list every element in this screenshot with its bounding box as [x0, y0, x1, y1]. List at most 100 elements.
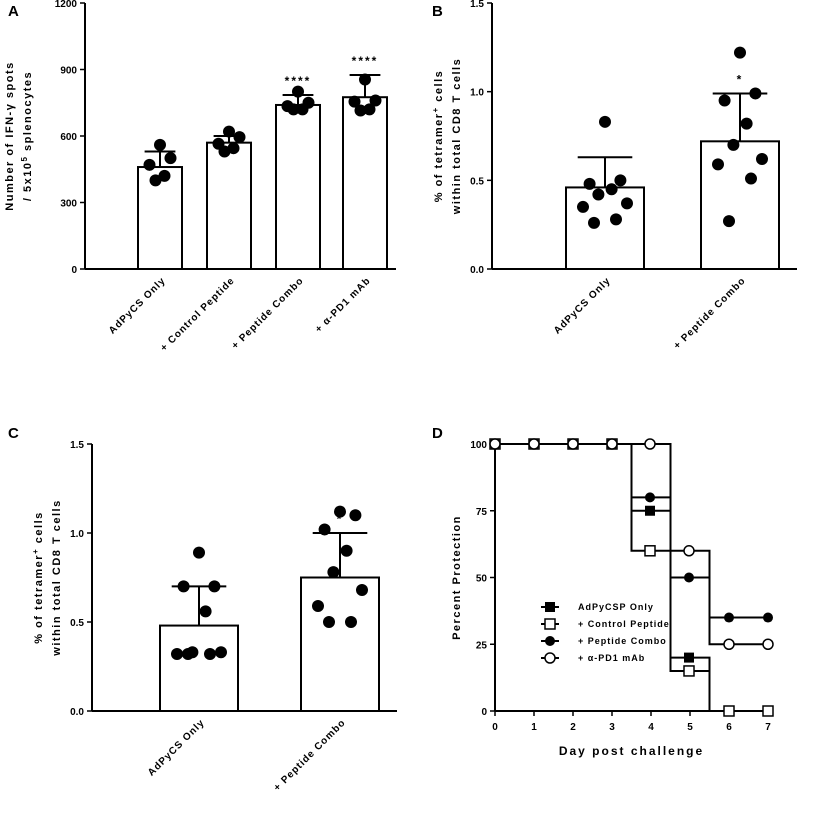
- data-point: [193, 546, 205, 559]
- y-tick-label: 1.5: [70, 440, 84, 451]
- marker-circle-filled: [724, 612, 734, 623]
- y-tick-label: 300: [60, 199, 77, 210]
- x-category-label: + Peptide Combo: [230, 275, 306, 351]
- legend-label: + α-PD1 mAb: [578, 653, 645, 663]
- x-tick-label: 3: [609, 722, 615, 733]
- data-point: [734, 46, 746, 59]
- significance-label: ****: [285, 74, 312, 88]
- y-tick-label: 100: [470, 440, 487, 451]
- marker-square-open: [683, 665, 695, 677]
- y-tick-label: 1.0: [70, 529, 84, 540]
- legend-item: + α-PD1 mAb: [541, 652, 645, 664]
- x-tick-label: 7: [765, 722, 771, 733]
- legend-item: AdPyCSP Only: [541, 602, 654, 612]
- data-point: [143, 158, 156, 171]
- data-point: [149, 174, 162, 187]
- x-tick-label: 5: [687, 722, 693, 733]
- data-point: [605, 183, 618, 196]
- y-tick-label: 25: [476, 640, 488, 651]
- x-tick-label: 4: [648, 722, 654, 733]
- data-point: [233, 131, 246, 144]
- x-tick-label: 6: [726, 722, 732, 733]
- y-tick-label: 0.0: [470, 265, 484, 276]
- data-point: [171, 648, 183, 661]
- x-category-label: + Control Peptide: [159, 275, 238, 354]
- marker-square-open: [762, 705, 774, 717]
- significance-label: *: [737, 72, 744, 86]
- x-category-label: + Peptide Combo: [672, 275, 748, 351]
- marker-circle-open: [567, 438, 579, 450]
- bar: [342, 96, 388, 271]
- data-point: [614, 174, 627, 187]
- data-point: [610, 213, 622, 226]
- x-tick-label: 0: [492, 722, 498, 733]
- data-point: [340, 544, 353, 557]
- x-category-label: AdPyCS Only: [552, 275, 613, 336]
- marker-circle-open: [683, 545, 695, 557]
- marker-circle-open: [644, 438, 656, 450]
- panel-d: 0 25 50 75 100 0 1 2 3 4 5 6 7 Percent Protection Day …: [451, 438, 774, 758]
- y-axis-label-line1: Number of IFN-γ spots: [4, 61, 16, 210]
- legend-item: + Control Peptide: [541, 618, 670, 630]
- panel-label-c: C: [8, 425, 19, 442]
- data-point: [215, 646, 227, 659]
- marker-circle-filled: [763, 612, 773, 623]
- data-point: [363, 103, 376, 116]
- data-point: [348, 95, 361, 108]
- data-point: [182, 648, 194, 661]
- data-point: [296, 103, 309, 116]
- data-point: [158, 169, 171, 182]
- data-point: [208, 580, 221, 593]
- data-point: [369, 94, 382, 107]
- bar: [275, 103, 321, 271]
- y-tick-label: 0.0: [70, 707, 84, 718]
- marker-circle-filled: [645, 492, 655, 503]
- data-point: [327, 566, 340, 579]
- data-point: [577, 200, 589, 213]
- panel-b: 0.0 0.5 1.0 1.5 % of tetramer+ cells within t…: [431, 0, 797, 352]
- marker-square-open: [723, 705, 735, 717]
- marker-circle-open: [528, 438, 540, 450]
- data-point: [223, 125, 235, 138]
- y-tick-label: 50: [476, 574, 488, 585]
- y-tick-label: 0: [481, 707, 487, 718]
- x-tick-label: 1: [531, 722, 537, 733]
- marker-circle-open: [544, 652, 556, 664]
- panel-a: 0 300 600 900 1200 Number of IFN-γ spots / 5x1…: [4, 0, 396, 354]
- data-point: [727, 138, 740, 151]
- marker-square-open: [644, 545, 656, 557]
- marker-circle-open: [606, 438, 618, 450]
- data-point: [287, 103, 300, 116]
- marker-circle-filled: [684, 572, 694, 583]
- data-point: [199, 605, 212, 618]
- marker-circle-open: [762, 638, 774, 650]
- y-axis-label-line2: within total CD8 T cells: [451, 58, 463, 215]
- data-point: [749, 87, 762, 100]
- marker-circle-filled: [545, 636, 555, 646]
- y-axis-label-line2: / 5x105 splenocytes: [20, 71, 35, 201]
- panel-c: 0.0 0.5 1.0 1.5 % of tetramer+ cells within t…: [31, 440, 397, 794]
- significance-label: *: [337, 512, 344, 526]
- data-point: [349, 509, 362, 522]
- y-tick-label: 0.5: [470, 176, 484, 187]
- x-category-label: AdPyCS Only: [107, 275, 168, 336]
- legend-label: + Control Peptide: [578, 619, 670, 629]
- data-point: [154, 138, 166, 151]
- legend-label: AdPyCSP Only: [578, 602, 654, 612]
- legend-label: + Peptide Combo: [578, 636, 667, 646]
- y-axis-label-line2: within total CD8 T cells: [51, 499, 63, 656]
- x-category-label: + Peptide Combo: [272, 717, 348, 793]
- y-tick-label: 600: [60, 132, 77, 143]
- y-tick-label: 75: [476, 507, 488, 518]
- data-point: [756, 153, 768, 166]
- x-category-label: + α-PD1 mAb: [313, 275, 373, 335]
- data-point: [356, 583, 368, 596]
- data-point: [318, 523, 331, 536]
- data-point: [323, 616, 335, 628]
- data-point: [292, 85, 304, 98]
- y-axis-label-line1: % of tetramer+ cells: [31, 511, 46, 644]
- data-point: [218, 145, 231, 158]
- marker-square-filled: [684, 652, 694, 663]
- significance-label: ****: [352, 54, 379, 68]
